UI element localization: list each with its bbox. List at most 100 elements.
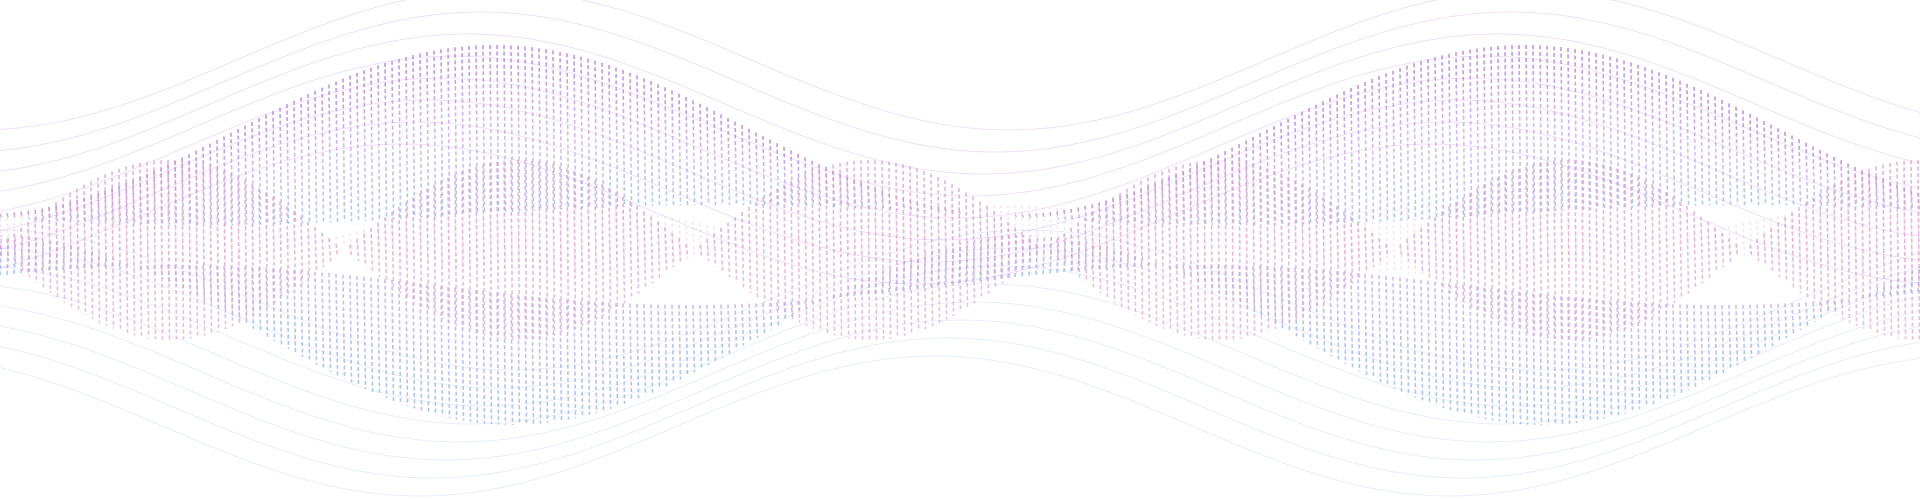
ribbon-stroke <box>216 168 220 332</box>
ribbon-stroke <box>1231 265 1235 301</box>
ribbon-stroke <box>83 184 87 316</box>
ribbon-stroke <box>1406 206 1410 274</box>
ribbon-stroke <box>405 220 409 260</box>
ribbon-stroke <box>1903 187 1907 209</box>
ribbon-stroke <box>545 297 549 423</box>
ribbon-stroke <box>1581 160 1585 340</box>
ribbon-stroke <box>755 132 759 206</box>
ribbon-stroke <box>657 84 661 206</box>
ribbon-stroke <box>412 197 416 303</box>
ribbon-stroke <box>1203 160 1207 340</box>
ribbon-stroke <box>300 270 304 357</box>
ribbon-stroke <box>1140 188 1144 224</box>
ribbon-stroke <box>930 173 934 327</box>
ribbon-stroke <box>405 56 409 219</box>
ribbon-stroke <box>1063 210 1067 220</box>
ribbon-stroke <box>1028 205 1032 275</box>
ribbon-stroke <box>1406 239 1410 261</box>
ribbon-stroke <box>370 227 374 273</box>
ribbon-stroke <box>433 285 437 415</box>
ribbon-stroke <box>1539 294 1543 426</box>
ribbon-stroke <box>1637 176 1641 324</box>
ribbon-stroke <box>1399 277 1403 392</box>
ribbon-stroke <box>76 188 80 312</box>
texture-thread <box>0 0 1920 131</box>
ribbon-stroke <box>720 114 724 206</box>
ribbon-stroke <box>1735 243 1739 257</box>
ribbon-stroke <box>244 266 248 325</box>
ribbon-stroke <box>1560 160 1564 340</box>
ribbon-stroke <box>1539 45 1543 213</box>
ribbon-stroke <box>1742 110 1746 206</box>
ribbon-stroke <box>34 209 38 221</box>
ribbon-stroke <box>1679 304 1683 394</box>
ribbon-stroke <box>1175 166 1179 334</box>
ribbon-stroke <box>1427 280 1431 404</box>
texture-thread <box>0 55 1920 197</box>
ribbon-stroke <box>1350 88 1354 223</box>
ribbon-stroke <box>1350 216 1354 284</box>
texture-thread <box>0 355 1920 497</box>
ribbon-stroke <box>1567 296 1571 424</box>
ribbon-stroke <box>552 50 556 210</box>
ribbon-stroke <box>384 63 388 220</box>
ribbon-stroke <box>1462 197 1466 303</box>
ribbon-stroke <box>468 289 472 422</box>
ribbon-stroke <box>1112 197 1116 303</box>
ribbon-stroke <box>1308 219 1312 261</box>
ribbon-stroke <box>181 160 185 340</box>
ribbon-stroke <box>1805 302 1809 327</box>
ribbon-stroke <box>587 58 591 209</box>
ribbon-stroke <box>629 72 633 207</box>
texture-thread <box>0 337 1920 479</box>
ribbon-stroke <box>356 239 360 261</box>
ribbon-stroke <box>1567 159 1571 341</box>
ribbon-stroke <box>48 206 52 294</box>
ribbon-stroke <box>1903 273 1907 294</box>
ribbon-stroke <box>734 304 738 350</box>
ribbon-stroke <box>1322 101 1326 224</box>
ribbon-stroke <box>412 282 416 409</box>
ribbon-stroke <box>559 51 563 210</box>
ribbon-stroke <box>902 212 906 268</box>
ribbon-stroke <box>1259 133 1263 225</box>
ribbon-stroke <box>853 160 857 340</box>
ribbon-stroke <box>1567 48 1571 211</box>
ribbon-stroke <box>1546 294 1550 425</box>
ribbon-stroke <box>1805 202 1809 298</box>
ribbon-stroke <box>1742 223 1746 257</box>
ribbon-stroke <box>566 168 570 332</box>
ribbon-stroke <box>594 180 598 320</box>
ribbon-stroke <box>384 217 388 283</box>
ribbon-stroke <box>1112 198 1116 223</box>
ribbon-stroke <box>1504 45 1508 215</box>
ribbon-stroke <box>1385 275 1389 386</box>
ribbon-stroke <box>363 276 367 390</box>
ribbon-stroke <box>664 227 668 273</box>
ribbon-stroke <box>195 162 199 338</box>
ribbon-stroke <box>734 121 738 206</box>
ribbon-stroke <box>41 208 45 221</box>
ribbon-stroke <box>1301 184 1305 316</box>
ribbon-stroke <box>1420 279 1424 401</box>
ribbon-stroke <box>69 202 73 222</box>
ribbon-stroke <box>1826 153 1830 207</box>
ribbon-stroke <box>349 244 353 256</box>
ribbon-stroke <box>811 160 815 207</box>
ribbon-stroke <box>293 269 297 353</box>
ribbon-stroke <box>580 56 584 209</box>
ribbon-stroke <box>1392 207 1396 273</box>
ribbon-stroke <box>1588 51 1592 210</box>
ribbon-stroke <box>1574 160 1578 340</box>
ribbon-stroke <box>1448 206 1452 294</box>
ribbon-stroke <box>1686 206 1690 294</box>
ribbon-stroke <box>1784 303 1788 339</box>
ribbon-stroke <box>1616 301 1620 416</box>
ribbon-stroke <box>153 170 157 225</box>
ribbon-stroke <box>503 45 507 213</box>
ribbon-stroke <box>1140 257 1144 267</box>
ribbon-stroke <box>1280 267 1284 329</box>
ribbon-stroke <box>860 182 864 209</box>
ribbon-stroke <box>1364 210 1368 270</box>
ribbon-stroke <box>300 216 304 284</box>
